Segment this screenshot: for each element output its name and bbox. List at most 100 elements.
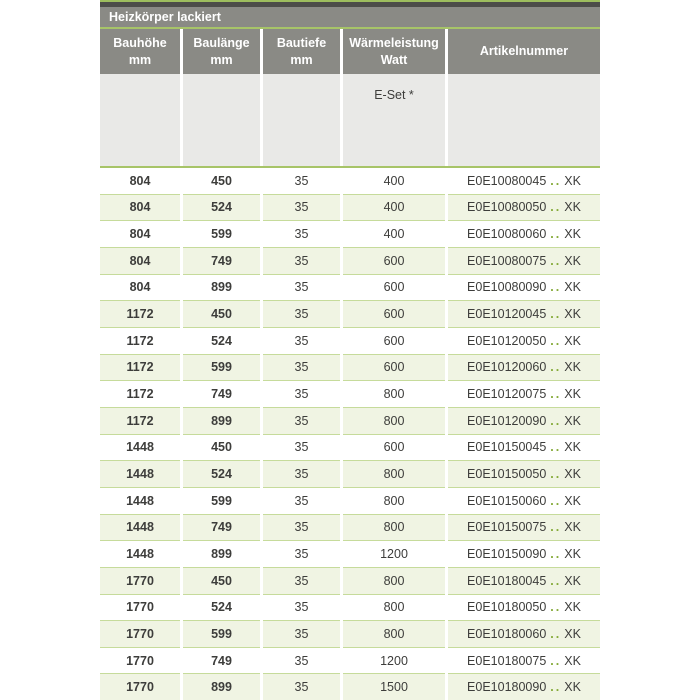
- artikelnummer-code: E0E10080090: [467, 280, 547, 295]
- cell-bautiefe: 35: [263, 434, 340, 462]
- top-dark-bar: [100, 2, 600, 7]
- artikelnummer-code: E0E10180050: [467, 600, 547, 615]
- artikelnummer-code: E0E10080075: [467, 253, 547, 268]
- cell-artikelnummer: E0E10150060 .. XK: [448, 487, 600, 515]
- artikelnummer-code: E0E10080060: [467, 227, 547, 242]
- cell-baulaenge: 749: [183, 647, 260, 675]
- artikelnummer-dots: ..: [550, 600, 562, 615]
- artikelnummer-dots: ..: [550, 387, 562, 402]
- table-row: 1770 899 35 1500 E0E10180090 .. XK: [100, 674, 600, 700]
- cell-bautiefe: 35: [263, 541, 340, 568]
- cell-waermeleistung: 800: [343, 461, 445, 488]
- artikelnummer-code: E0E10120075: [467, 387, 547, 402]
- artikelnummer-code: E0E10120045: [467, 307, 547, 322]
- cell-baulaenge: 524: [183, 594, 260, 622]
- cell-baulaenge: 749: [183, 514, 260, 542]
- artikelnummer-suffix: XK: [564, 467, 581, 482]
- cell-waermeleistung: 800: [343, 594, 445, 622]
- cell-baulaenge: 599: [183, 621, 260, 648]
- cell-artikelnummer: E0E10080090 .. XK: [448, 274, 600, 302]
- cell-bautiefe: 35: [263, 301, 340, 328]
- cell-bautiefe: 35: [263, 567, 340, 595]
- artikelnummer-code: E0E10080050: [467, 200, 547, 215]
- table-row: 1172 524 35 600 E0E10120050 .. XK: [100, 327, 600, 355]
- artikelnummer-dots: ..: [550, 653, 562, 668]
- cell-bauhoehe: 1448: [100, 434, 180, 462]
- artikelnummer-dots: ..: [550, 360, 562, 375]
- table-body: 804 450 35 400 E0E10080045 .. XK 804 524…: [100, 168, 600, 700]
- table-row: 1172 450 35 600 E0E10120045 .. XK: [100, 301, 600, 328]
- cell-bautiefe: 35: [263, 247, 340, 275]
- column-header-unit: Watt: [380, 52, 408, 67]
- artikelnummer-dots: ..: [550, 573, 562, 588]
- cell-baulaenge: 450: [183, 168, 260, 195]
- cell-bautiefe: 35: [263, 461, 340, 488]
- artikelnummer-suffix: XK: [564, 333, 581, 348]
- title-separator-line: [100, 27, 600, 29]
- cell-bauhoehe: 1770: [100, 647, 180, 675]
- cell-artikelnummer: E0E10180045 .. XK: [448, 567, 600, 595]
- artikelnummer-code: E0E10180075: [467, 653, 547, 668]
- cell-waermeleistung: 800: [343, 381, 445, 408]
- artikelnummer-suffix: XK: [564, 387, 581, 402]
- cell-bautiefe: 35: [263, 168, 340, 195]
- artikelnummer-suffix: XK: [564, 600, 581, 615]
- cell-artikelnummer: E0E10180090 .. XK: [448, 674, 600, 700]
- artikelnummer-suffix: XK: [564, 173, 581, 188]
- cell-bautiefe: 35: [263, 487, 340, 515]
- cell-waermeleistung: 400: [343, 221, 445, 248]
- cell-artikelnummer: E0E10120045 .. XK: [448, 301, 600, 328]
- column-header-label: Bauhöhe: [113, 36, 167, 51]
- cell-baulaenge: 599: [183, 487, 260, 515]
- cell-bauhoehe: 1448: [100, 514, 180, 542]
- column-header-bautiefe: Bautiefe mm: [263, 29, 340, 74]
- cell-waermeleistung: 1200: [343, 647, 445, 675]
- column-header-unit: mm: [290, 52, 313, 67]
- cell-artikelnummer: E0E10150090 .. XK: [448, 541, 600, 568]
- cell-baulaenge: 524: [183, 461, 260, 488]
- cell-bautiefe: 35: [263, 514, 340, 542]
- cell-bauhoehe: 804: [100, 168, 180, 195]
- column-header-label: Wärmeleistung: [349, 36, 439, 51]
- artikelnummer-code: E0E10150045: [467, 440, 547, 455]
- cell-baulaenge: 524: [183, 194, 260, 222]
- artikelnummer-suffix: XK: [564, 253, 581, 268]
- artikelnummer-dots: ..: [550, 307, 562, 322]
- top-accent-line: [100, 0, 600, 2]
- artikelnummer-dots: ..: [550, 200, 562, 215]
- cell-bautiefe: 35: [263, 674, 340, 700]
- cell-waermeleistung: 800: [343, 514, 445, 542]
- cell-bautiefe: 35: [263, 407, 340, 435]
- table-row: 804 450 35 400 E0E10080045 .. XK: [100, 168, 600, 195]
- artikelnummer-code: E0E10180060: [467, 626, 547, 641]
- artikelnummer-suffix: XK: [564, 360, 581, 375]
- artikelnummer-dots: ..: [550, 680, 562, 695]
- subheader-eset-label: E-Set *: [343, 74, 445, 166]
- column-header-bauhoehe: Bauhöhe mm: [100, 29, 180, 74]
- artikelnummer-code: E0E10120090: [467, 413, 547, 428]
- radiator-spec-table: Heizkörper lackiert Bauhöhe mm Baulänge …: [100, 0, 600, 700]
- artikelnummer-dots: ..: [550, 547, 562, 562]
- artikelnummer-suffix: XK: [564, 440, 581, 455]
- cell-artikelnummer: E0E10080075 .. XK: [448, 247, 600, 275]
- cell-bautiefe: 35: [263, 381, 340, 408]
- artikelnummer-dots: ..: [550, 333, 562, 348]
- cell-bautiefe: 35: [263, 327, 340, 355]
- table-row: 1172 599 35 600 E0E10120060 .. XK: [100, 354, 600, 382]
- artikelnummer-suffix: XK: [564, 547, 581, 562]
- cell-bauhoehe: 804: [100, 247, 180, 275]
- cell-waermeleistung: 600: [343, 274, 445, 302]
- artikelnummer-dots: ..: [550, 173, 562, 188]
- table-row: 1770 599 35 800 E0E10180060 .. XK: [100, 621, 600, 648]
- column-header-unit: mm: [128, 52, 152, 67]
- artikelnummer-suffix: XK: [564, 413, 581, 428]
- cell-bautiefe: 35: [263, 621, 340, 648]
- cell-baulaenge: 899: [183, 674, 260, 700]
- cell-waermeleistung: 600: [343, 327, 445, 355]
- artikelnummer-suffix: XK: [564, 280, 581, 295]
- cell-bauhoehe: 1448: [100, 487, 180, 515]
- table-row: 804 749 35 600 E0E10080075 .. XK: [100, 247, 600, 275]
- subheader-cell-empty: [448, 74, 600, 166]
- cell-bauhoehe: 1172: [100, 354, 180, 382]
- artikelnummer-dots: ..: [550, 467, 562, 482]
